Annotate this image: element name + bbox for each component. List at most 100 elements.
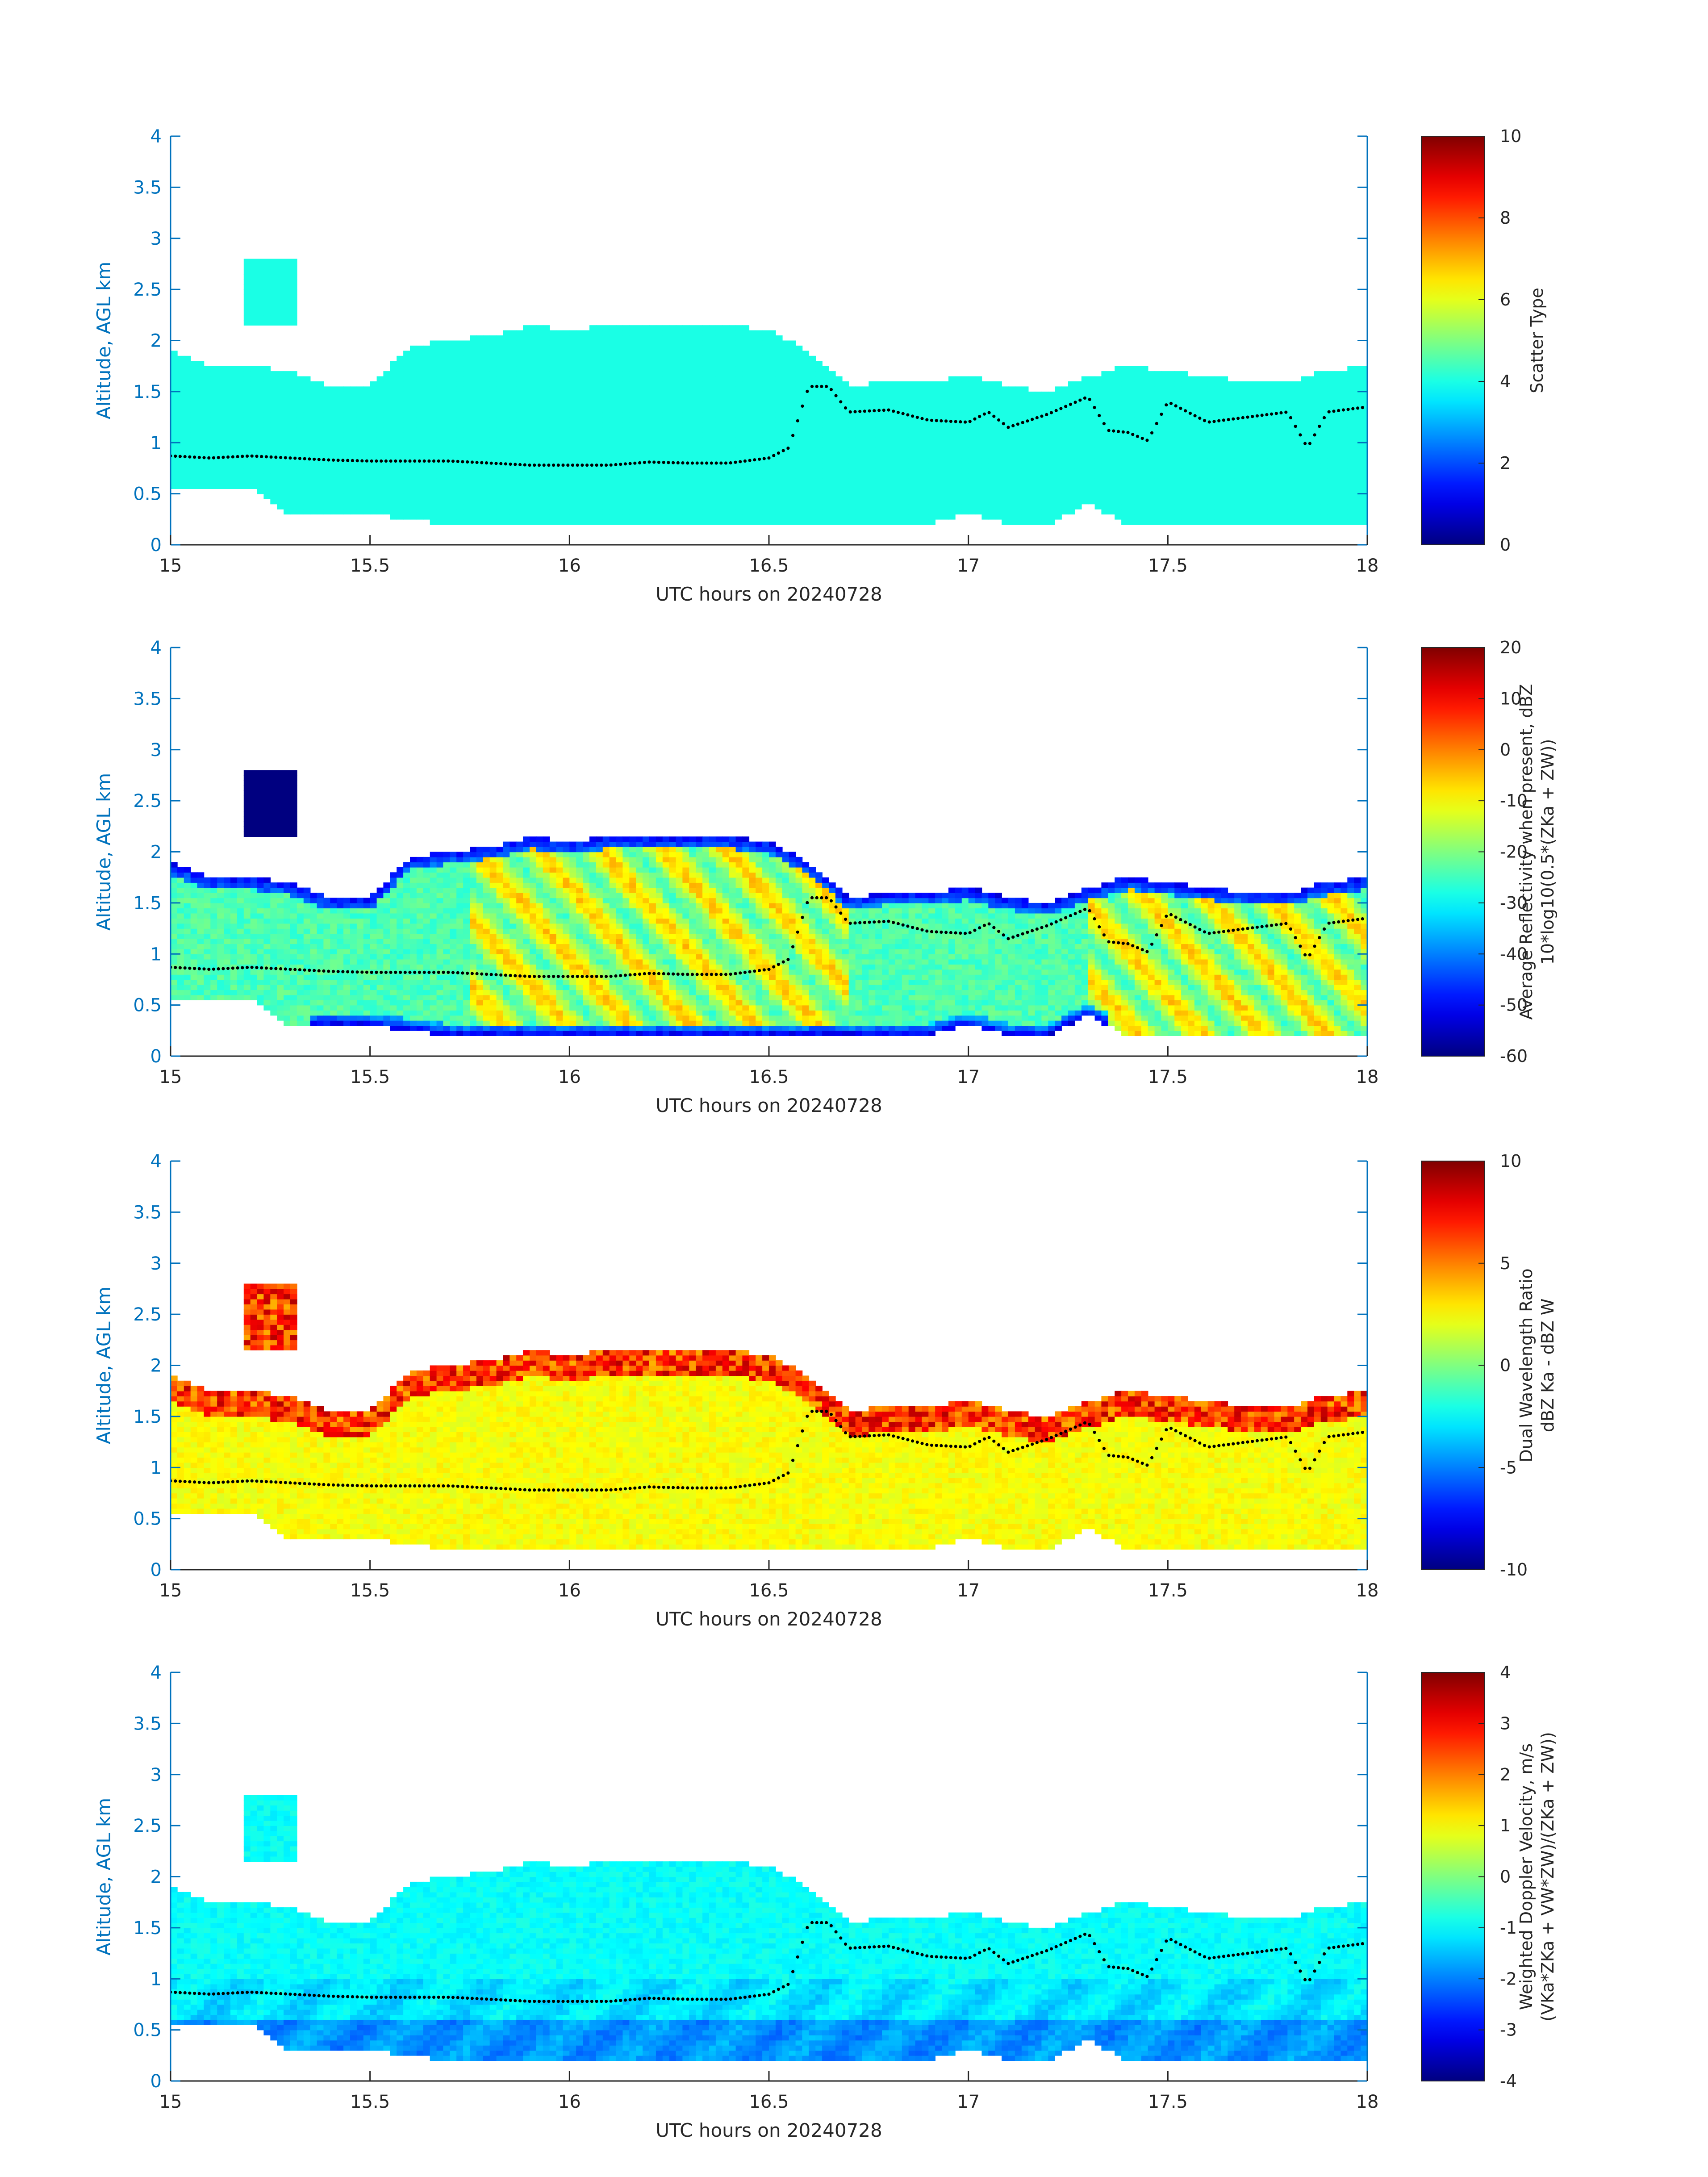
heatmap-cell <box>190 483 198 489</box>
heatmap-cell <box>1161 427 1169 433</box>
heatmap-cell <box>1148 478 1155 484</box>
heatmap-cell <box>742 453 750 459</box>
heatmap-cell <box>715 443 723 448</box>
heatmap-cell <box>696 381 703 387</box>
heatmap-cell <box>284 381 291 387</box>
heatmap-cell <box>530 447 537 453</box>
heatmap-cell <box>330 397 337 402</box>
heatmap-cell <box>622 422 630 428</box>
heatmap-cell <box>556 397 564 402</box>
heatmap-cell <box>955 391 962 397</box>
heatmap-cell <box>556 443 564 448</box>
heatmap-cell <box>343 437 351 443</box>
heatmap-cell <box>536 386 543 392</box>
heatmap-cell <box>882 427 889 433</box>
heatmap-cell <box>1008 432 1015 438</box>
heatmap-cell <box>1181 489 1188 494</box>
heatmap-cell <box>928 463 935 469</box>
heatmap-cell <box>643 386 650 392</box>
heatmap-cell <box>483 468 490 474</box>
heatmap-cell <box>303 463 311 469</box>
heatmap-cell <box>643 391 650 397</box>
heatmap-cell <box>423 361 430 367</box>
heatmap-cell <box>702 468 710 474</box>
heatmap-cell <box>789 509 796 515</box>
heatmap-cell <box>516 417 523 423</box>
heatmap-cell <box>842 381 849 387</box>
heatmap-cell <box>343 463 351 469</box>
heatmap-cell <box>902 483 909 489</box>
heatmap-cell <box>523 468 530 474</box>
heatmap-cell <box>496 351 504 356</box>
heatmap-cell <box>596 504 603 510</box>
heatmap-cell <box>756 361 763 367</box>
heatmap-cell <box>882 417 889 423</box>
heatmap-cell <box>416 417 424 423</box>
heatmap-cell <box>1188 381 1195 387</box>
heatmap-cell <box>284 401 291 407</box>
heatmap-cell <box>197 366 205 372</box>
heatmap-cell <box>263 401 271 407</box>
heatmap-cell <box>317 407 324 413</box>
heatmap-cell <box>1134 427 1142 433</box>
heatmap-cell <box>1028 432 1036 438</box>
heatmap-cell <box>662 345 670 351</box>
heatmap-cell <box>177 381 184 387</box>
heatmap-cell <box>715 391 723 397</box>
heatmap-cell <box>270 320 277 326</box>
heatmap-cell <box>815 412 823 418</box>
heatmap-cell <box>210 443 217 448</box>
heatmap-cell <box>889 412 896 418</box>
heatmap-cell <box>237 432 244 438</box>
heatmap-cell <box>1101 432 1109 438</box>
heatmap-cell <box>908 483 916 489</box>
heatmap-cell <box>397 391 404 397</box>
heatmap-cell <box>543 325 550 331</box>
heatmap-cell <box>869 473 876 479</box>
heatmap-cell <box>842 422 849 428</box>
heatmap-cell <box>1141 397 1148 402</box>
heatmap-cell <box>463 397 470 402</box>
heatmap-cell <box>317 386 324 392</box>
heatmap-cell <box>775 422 783 428</box>
heatmap-cell <box>889 473 896 479</box>
heatmap-cell <box>363 386 371 392</box>
heatmap-cell <box>643 468 650 474</box>
heatmap-cell <box>656 509 663 515</box>
heatmap-cell <box>742 432 750 438</box>
heatmap-cell <box>1028 483 1036 489</box>
heatmap-cell <box>456 427 464 433</box>
heatmap-cell <box>410 391 417 397</box>
heatmap-cell <box>243 279 251 285</box>
heatmap-cell <box>476 509 484 515</box>
heatmap-cell <box>855 447 863 453</box>
heatmap-cell <box>576 417 583 423</box>
heatmap-cell <box>190 391 198 397</box>
heatmap-cell <box>310 391 317 397</box>
heatmap-cell <box>536 340 543 346</box>
heatmap-cell <box>197 468 205 474</box>
heatmap-cell <box>1055 483 1062 489</box>
heatmap-cell <box>343 386 351 392</box>
heatmap-cell <box>450 432 457 438</box>
heatmap-cell <box>735 432 743 438</box>
heatmap-cell <box>543 499 550 505</box>
heatmap-cell <box>284 499 291 505</box>
heatmap-cell <box>376 432 384 438</box>
heatmap-cell <box>1141 422 1148 428</box>
heatmap-cell <box>416 453 424 459</box>
heatmap-cell <box>809 432 816 438</box>
heatmap-cell <box>1108 391 1115 397</box>
heatmap-cell <box>662 437 670 443</box>
heatmap-cell <box>190 478 198 484</box>
heatmap-cell <box>303 386 311 392</box>
heatmap-cell <box>1115 401 1122 407</box>
heatmap-cell <box>709 376 716 382</box>
heatmap-cell <box>523 432 530 438</box>
heatmap-cell <box>722 453 730 459</box>
heatmap-cell <box>735 401 743 407</box>
heatmap-cell <box>523 453 530 459</box>
heatmap-cell <box>536 478 543 484</box>
heatmap-cell <box>390 509 397 515</box>
heatmap-cell <box>483 366 490 372</box>
